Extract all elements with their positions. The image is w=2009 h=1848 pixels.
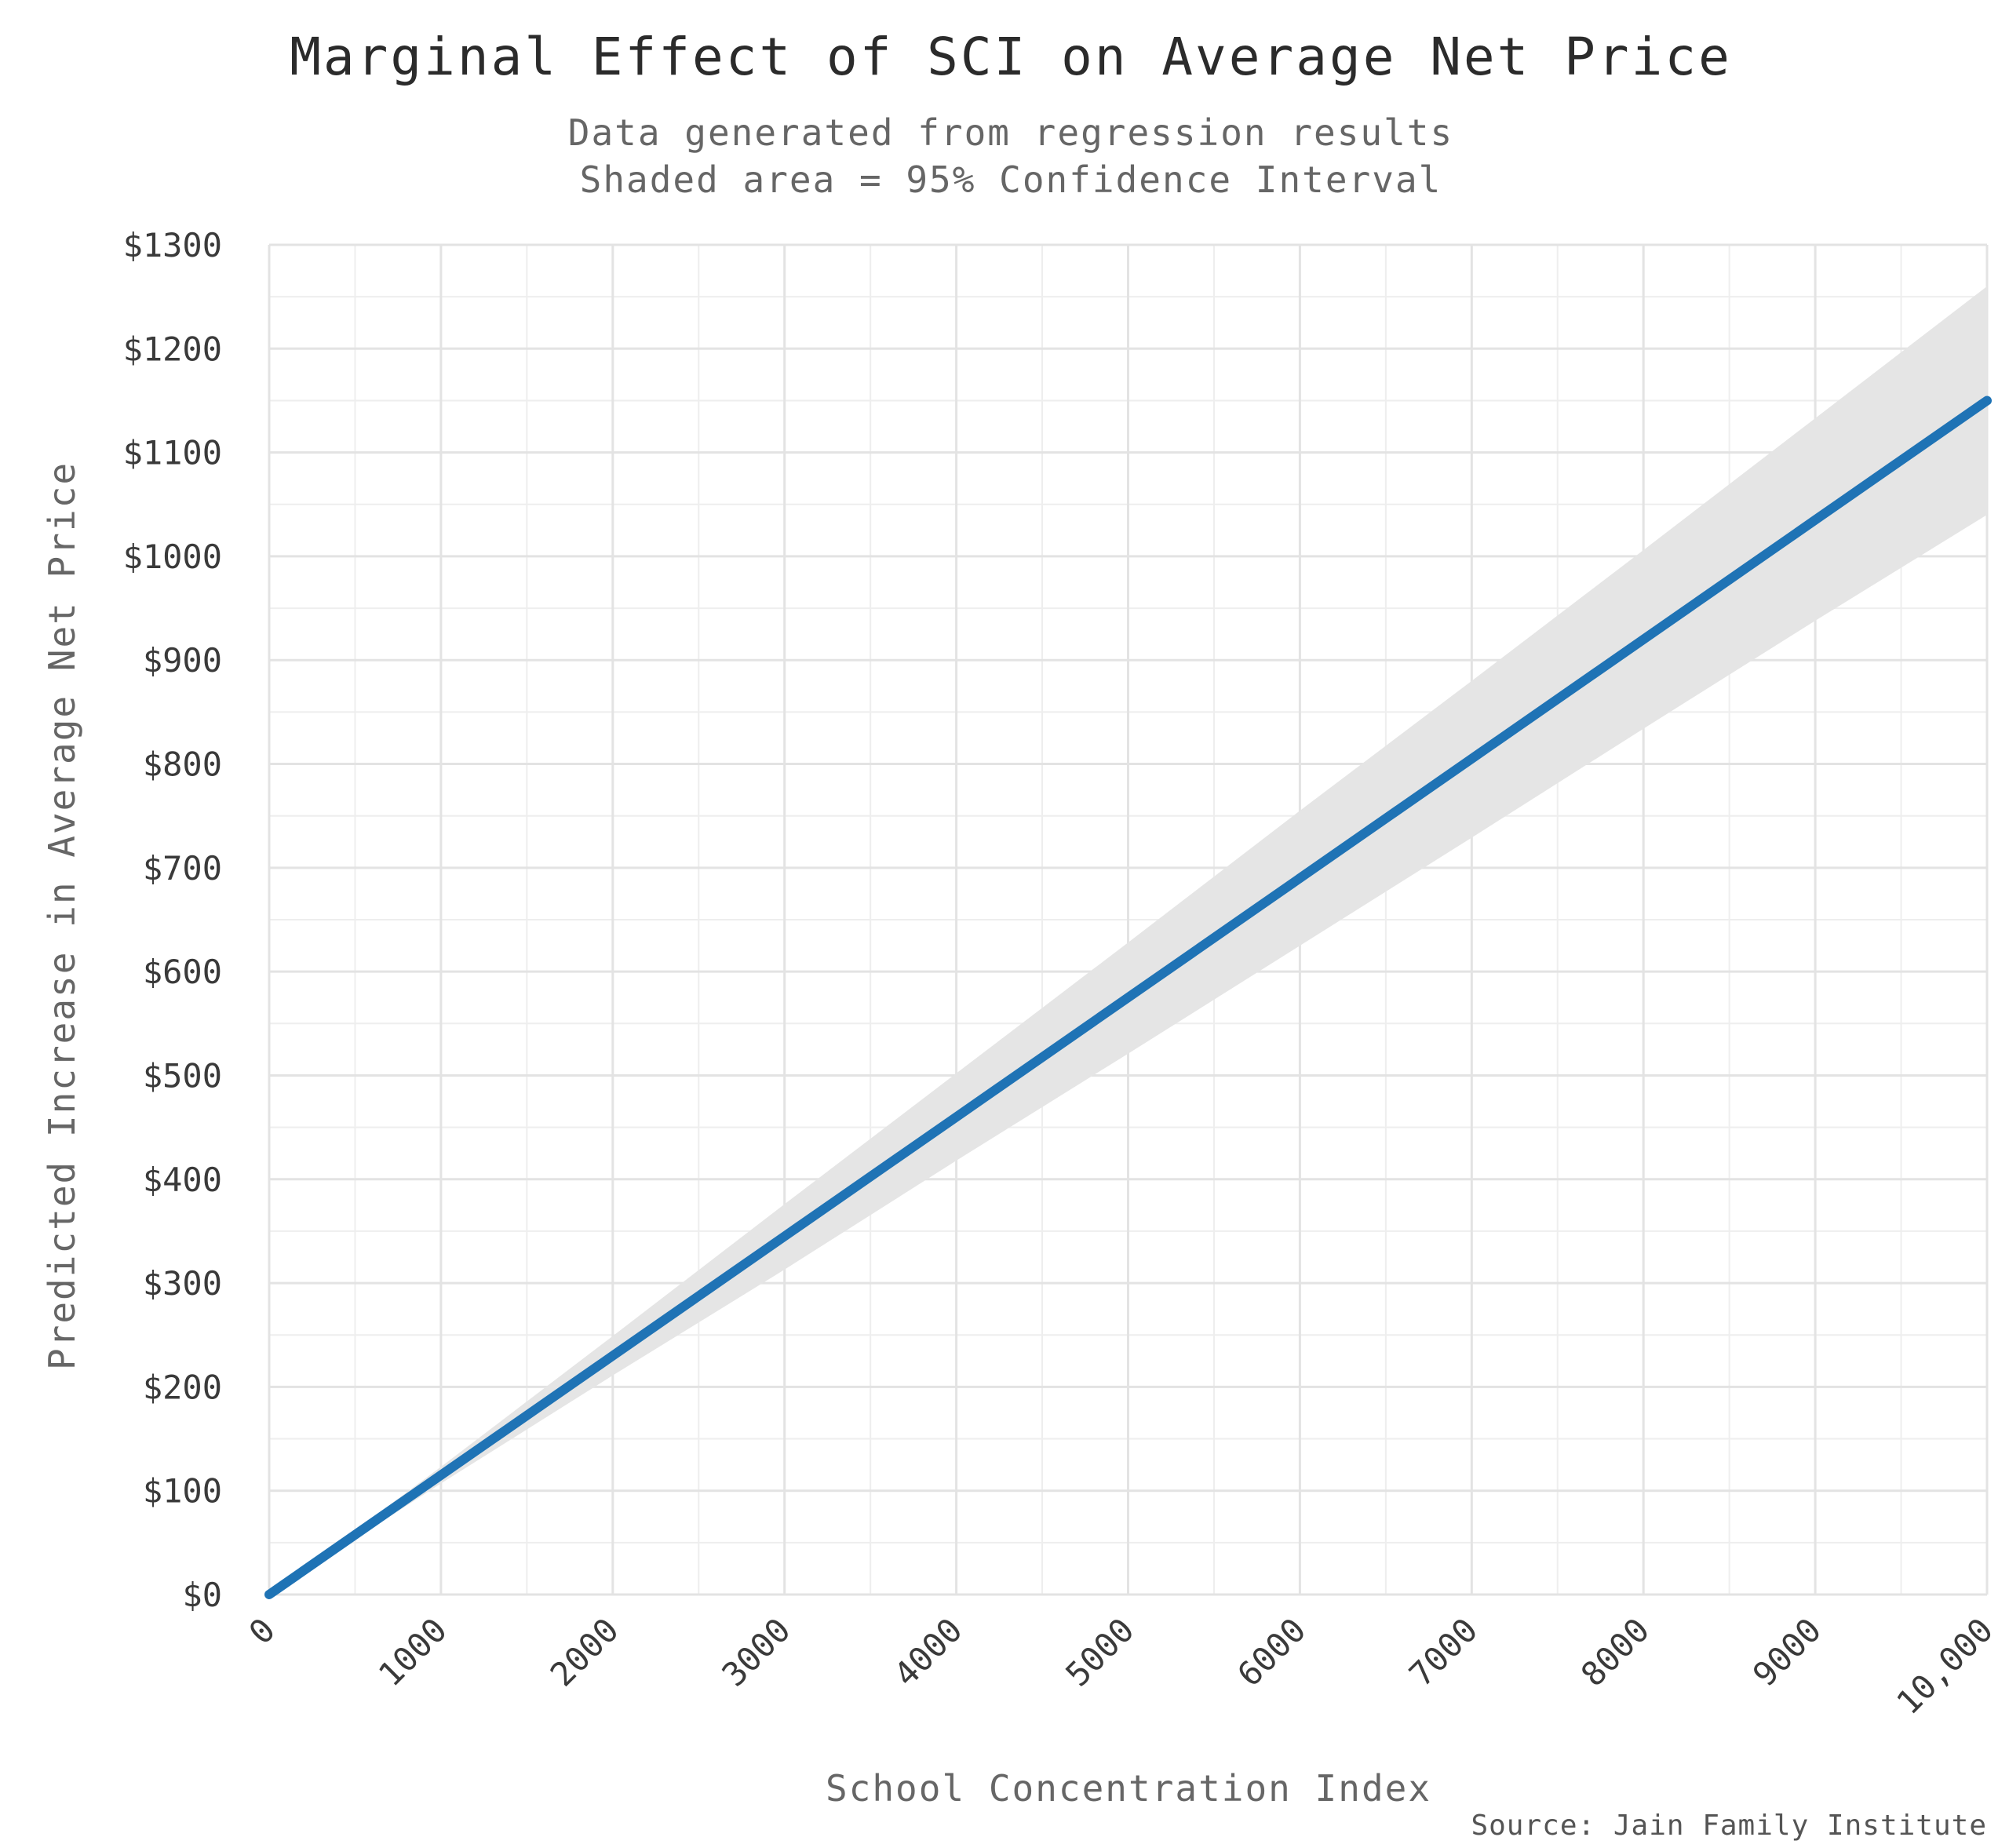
x-tick-label: 0 (242, 1610, 283, 1652)
x-tick-label: 9000 (1745, 1610, 1829, 1693)
x-axis-label: School Concentration Index (826, 1767, 1431, 1810)
x-tick-label: 7000 (1402, 1610, 1485, 1693)
x-tick-label: 4000 (886, 1610, 969, 1693)
x-tick-label: 2000 (543, 1610, 626, 1693)
y-tick-label: $0 (182, 1576, 222, 1614)
y-tick-label: $1200 (123, 330, 222, 368)
series-line (264, 395, 1992, 1599)
y-tick-label: $1300 (123, 226, 222, 264)
x-tick-label: 5000 (1058, 1610, 1141, 1693)
y-tick-labels: $0 $100 $200 $300 $400 $500 $600 $700 $800 $900 $1… (123, 226, 222, 1614)
y-tick-label: $600 (143, 953, 222, 991)
y-tick-label: $1000 (123, 538, 222, 576)
y-axis-label: Predicted Increase in Average Net Price (41, 461, 83, 1370)
source-note: Source: Jain Family Institute (1471, 1810, 1987, 1842)
y-tick-label: $200 (143, 1368, 222, 1406)
y-tick-label: $300 (143, 1264, 222, 1303)
x-tick-label: 1000 (371, 1610, 454, 1693)
y-tick-label: $900 (143, 641, 222, 680)
y-tick-label: $700 (143, 849, 222, 888)
x-tick-label: 6000 (1230, 1610, 1313, 1693)
x-tick-label: 3000 (715, 1610, 798, 1693)
x-tick-label: 10,000 (1889, 1610, 2000, 1722)
y-tick-label: $1100 (123, 434, 222, 472)
chart-subtitle-line-1: Data generated from regression results (568, 111, 1453, 154)
chart-title: Marginal Effect of SCI on Average Net Pr… (290, 27, 1732, 87)
y-tick-label: $800 (143, 745, 222, 784)
x-tick-label: 8000 (1573, 1610, 1657, 1693)
y-tick-label: $100 (143, 1472, 222, 1511)
x-tick-labels: 0 1000 2000 3000 4000 5000 6000 7000 8000 9000 10,… (242, 1610, 2001, 1722)
y-tick-label: $500 (143, 1056, 222, 1095)
y-tick-label: $400 (143, 1161, 222, 1199)
series-group (264, 395, 1992, 1599)
chart-subtitle-line-2: Shaded area = 95% Confidence Interval (580, 159, 1442, 201)
